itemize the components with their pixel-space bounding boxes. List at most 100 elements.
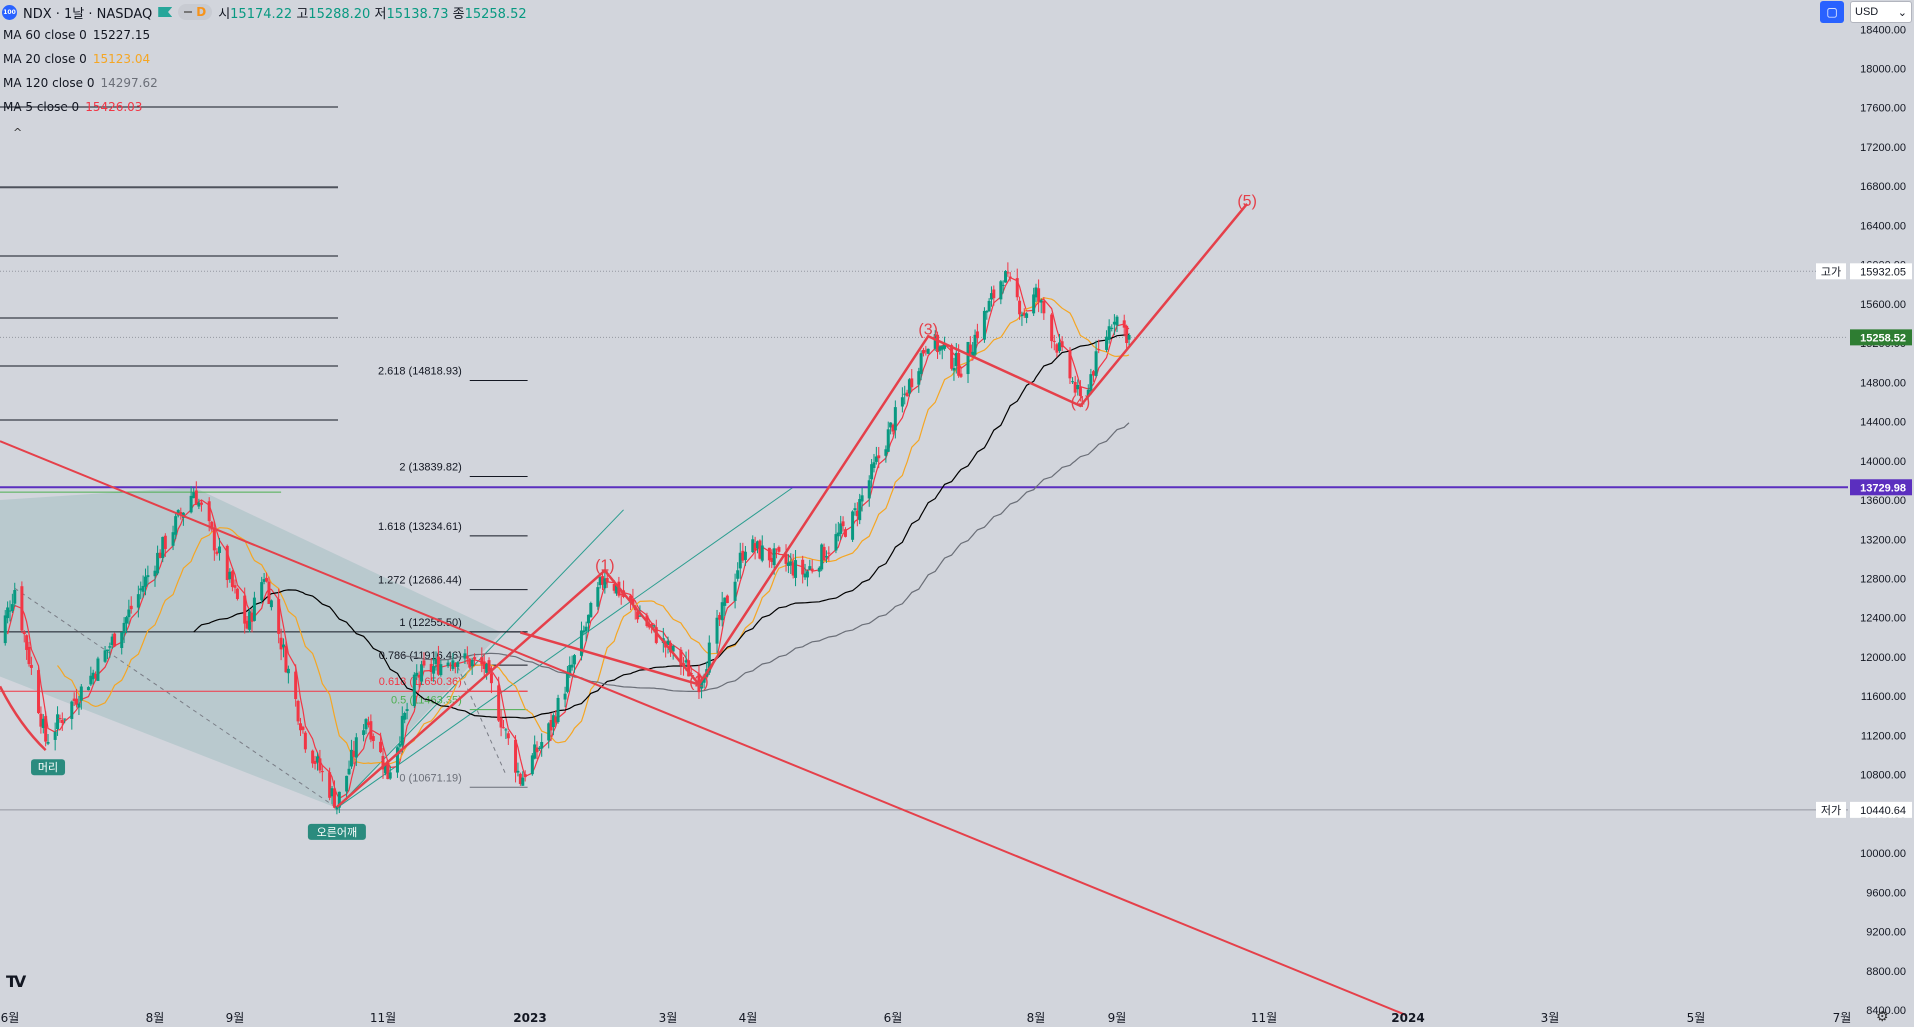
candle-body bbox=[860, 495, 864, 502]
candle-body bbox=[405, 709, 409, 711]
tradingview-logo[interactable]: TV bbox=[6, 972, 26, 991]
flag-icon[interactable] bbox=[158, 7, 173, 17]
interval-badge[interactable]: D bbox=[178, 4, 213, 20]
candle-body bbox=[666, 640, 670, 646]
candle-body bbox=[143, 576, 147, 587]
candle-body bbox=[589, 602, 593, 618]
price-tag bbox=[1850, 329, 1912, 346]
candle bbox=[3, 610, 7, 646]
currency-select[interactable]: USD ⌄ bbox=[1850, 1, 1912, 23]
candle bbox=[940, 345, 944, 360]
candle bbox=[436, 645, 440, 676]
candle-body bbox=[579, 630, 583, 656]
x-tick-label: 2023 bbox=[513, 1011, 546, 1025]
candle bbox=[789, 553, 793, 574]
candle bbox=[907, 378, 911, 397]
y-tick-label: 8400.00 bbox=[1866, 1005, 1906, 1017]
candle-body bbox=[349, 749, 353, 767]
ma-60-row[interactable]: MA 60 close 0 15227.15 bbox=[3, 28, 150, 42]
candle-body bbox=[364, 719, 368, 730]
candle bbox=[751, 535, 755, 553]
candle-body bbox=[480, 657, 484, 665]
ma-value: 15227.15 bbox=[92, 28, 151, 42]
candle-body bbox=[465, 656, 469, 659]
candle-body bbox=[919, 353, 923, 375]
wave-label: (4) bbox=[1071, 394, 1091, 411]
fib-level-label: 1.272 (12686.44) bbox=[378, 575, 462, 587]
candle bbox=[432, 657, 436, 682]
candle-body bbox=[718, 615, 722, 620]
candle-body bbox=[679, 649, 683, 666]
candle bbox=[1001, 280, 1005, 294]
candle bbox=[41, 714, 45, 734]
ma-20-row[interactable]: MA 20 close 0 15123.04 bbox=[3, 52, 150, 66]
candle bbox=[563, 686, 567, 708]
compare-icon[interactable]: ▢ bbox=[1820, 1, 1844, 23]
candle-body bbox=[400, 715, 404, 746]
candle bbox=[113, 632, 117, 648]
candle bbox=[820, 543, 824, 572]
gear-icon[interactable]: ⚙ bbox=[1876, 1008, 1889, 1024]
candle-body bbox=[473, 657, 477, 660]
price-tag-label-bg bbox=[1816, 801, 1846, 818]
candle-body bbox=[893, 407, 897, 431]
candle-body bbox=[141, 585, 145, 592]
ma-5-row[interactable]: MA 5 close 0 15426.03 bbox=[3, 100, 142, 114]
y-tick-label: 17200.00 bbox=[1860, 142, 1906, 154]
candle bbox=[1058, 333, 1062, 354]
candle bbox=[415, 664, 419, 680]
candle bbox=[8, 600, 12, 622]
candle-body bbox=[436, 656, 440, 675]
candle-body bbox=[598, 577, 602, 586]
candle-body bbox=[603, 578, 607, 589]
collapse-legend-icon[interactable]: ^ bbox=[13, 126, 23, 139]
candle bbox=[989, 286, 993, 307]
candle-body bbox=[328, 772, 332, 798]
ma-120-row[interactable]: MA 120 close 0 14297.62 bbox=[3, 76, 158, 90]
y-tick-label: 8800.00 bbox=[1866, 966, 1906, 978]
y-tick-label: 16400.00 bbox=[1860, 220, 1906, 232]
candle-body bbox=[8, 610, 12, 612]
candle-body bbox=[235, 588, 239, 599]
candle-body bbox=[810, 568, 814, 571]
candle bbox=[570, 655, 574, 671]
candle bbox=[1018, 296, 1022, 320]
candle-body bbox=[770, 557, 774, 562]
candle-body bbox=[282, 644, 286, 648]
candle bbox=[405, 702, 409, 720]
candle bbox=[891, 423, 895, 435]
price-tag-value: 10440.64 bbox=[1860, 805, 1906, 817]
candle-body bbox=[439, 664, 443, 676]
candle-body bbox=[369, 721, 373, 740]
candle-body bbox=[596, 587, 600, 607]
candle-body bbox=[398, 743, 402, 747]
candle-body bbox=[1008, 276, 1012, 279]
candle bbox=[554, 710, 558, 727]
price-tag bbox=[1850, 801, 1912, 818]
x-tick-label: 6월 bbox=[884, 1011, 903, 1025]
candle-body bbox=[487, 660, 491, 672]
candle-body bbox=[284, 646, 288, 673]
candle-body bbox=[354, 737, 358, 758]
price-tag-label: 저가 bbox=[1821, 804, 1841, 817]
candle-body bbox=[1115, 316, 1119, 326]
symbol-title[interactable]: NDX · 1날 · NASDAQ bbox=[23, 6, 153, 22]
candle-body bbox=[103, 650, 107, 662]
candle bbox=[738, 542, 742, 579]
candle-body bbox=[260, 582, 264, 601]
candle-body bbox=[299, 723, 303, 731]
candle bbox=[86, 686, 90, 691]
candle bbox=[480, 647, 484, 673]
candle-body bbox=[547, 723, 551, 741]
candle-body bbox=[262, 579, 266, 582]
candle-body bbox=[124, 617, 128, 624]
candle bbox=[758, 539, 762, 560]
candle bbox=[518, 772, 522, 786]
candle-body bbox=[1089, 374, 1093, 392]
pattern-badge bbox=[307, 823, 366, 840]
candle-body bbox=[629, 595, 633, 601]
ma-120-line bbox=[399, 422, 1130, 692]
candle bbox=[233, 579, 237, 594]
candle-body bbox=[1055, 344, 1059, 353]
